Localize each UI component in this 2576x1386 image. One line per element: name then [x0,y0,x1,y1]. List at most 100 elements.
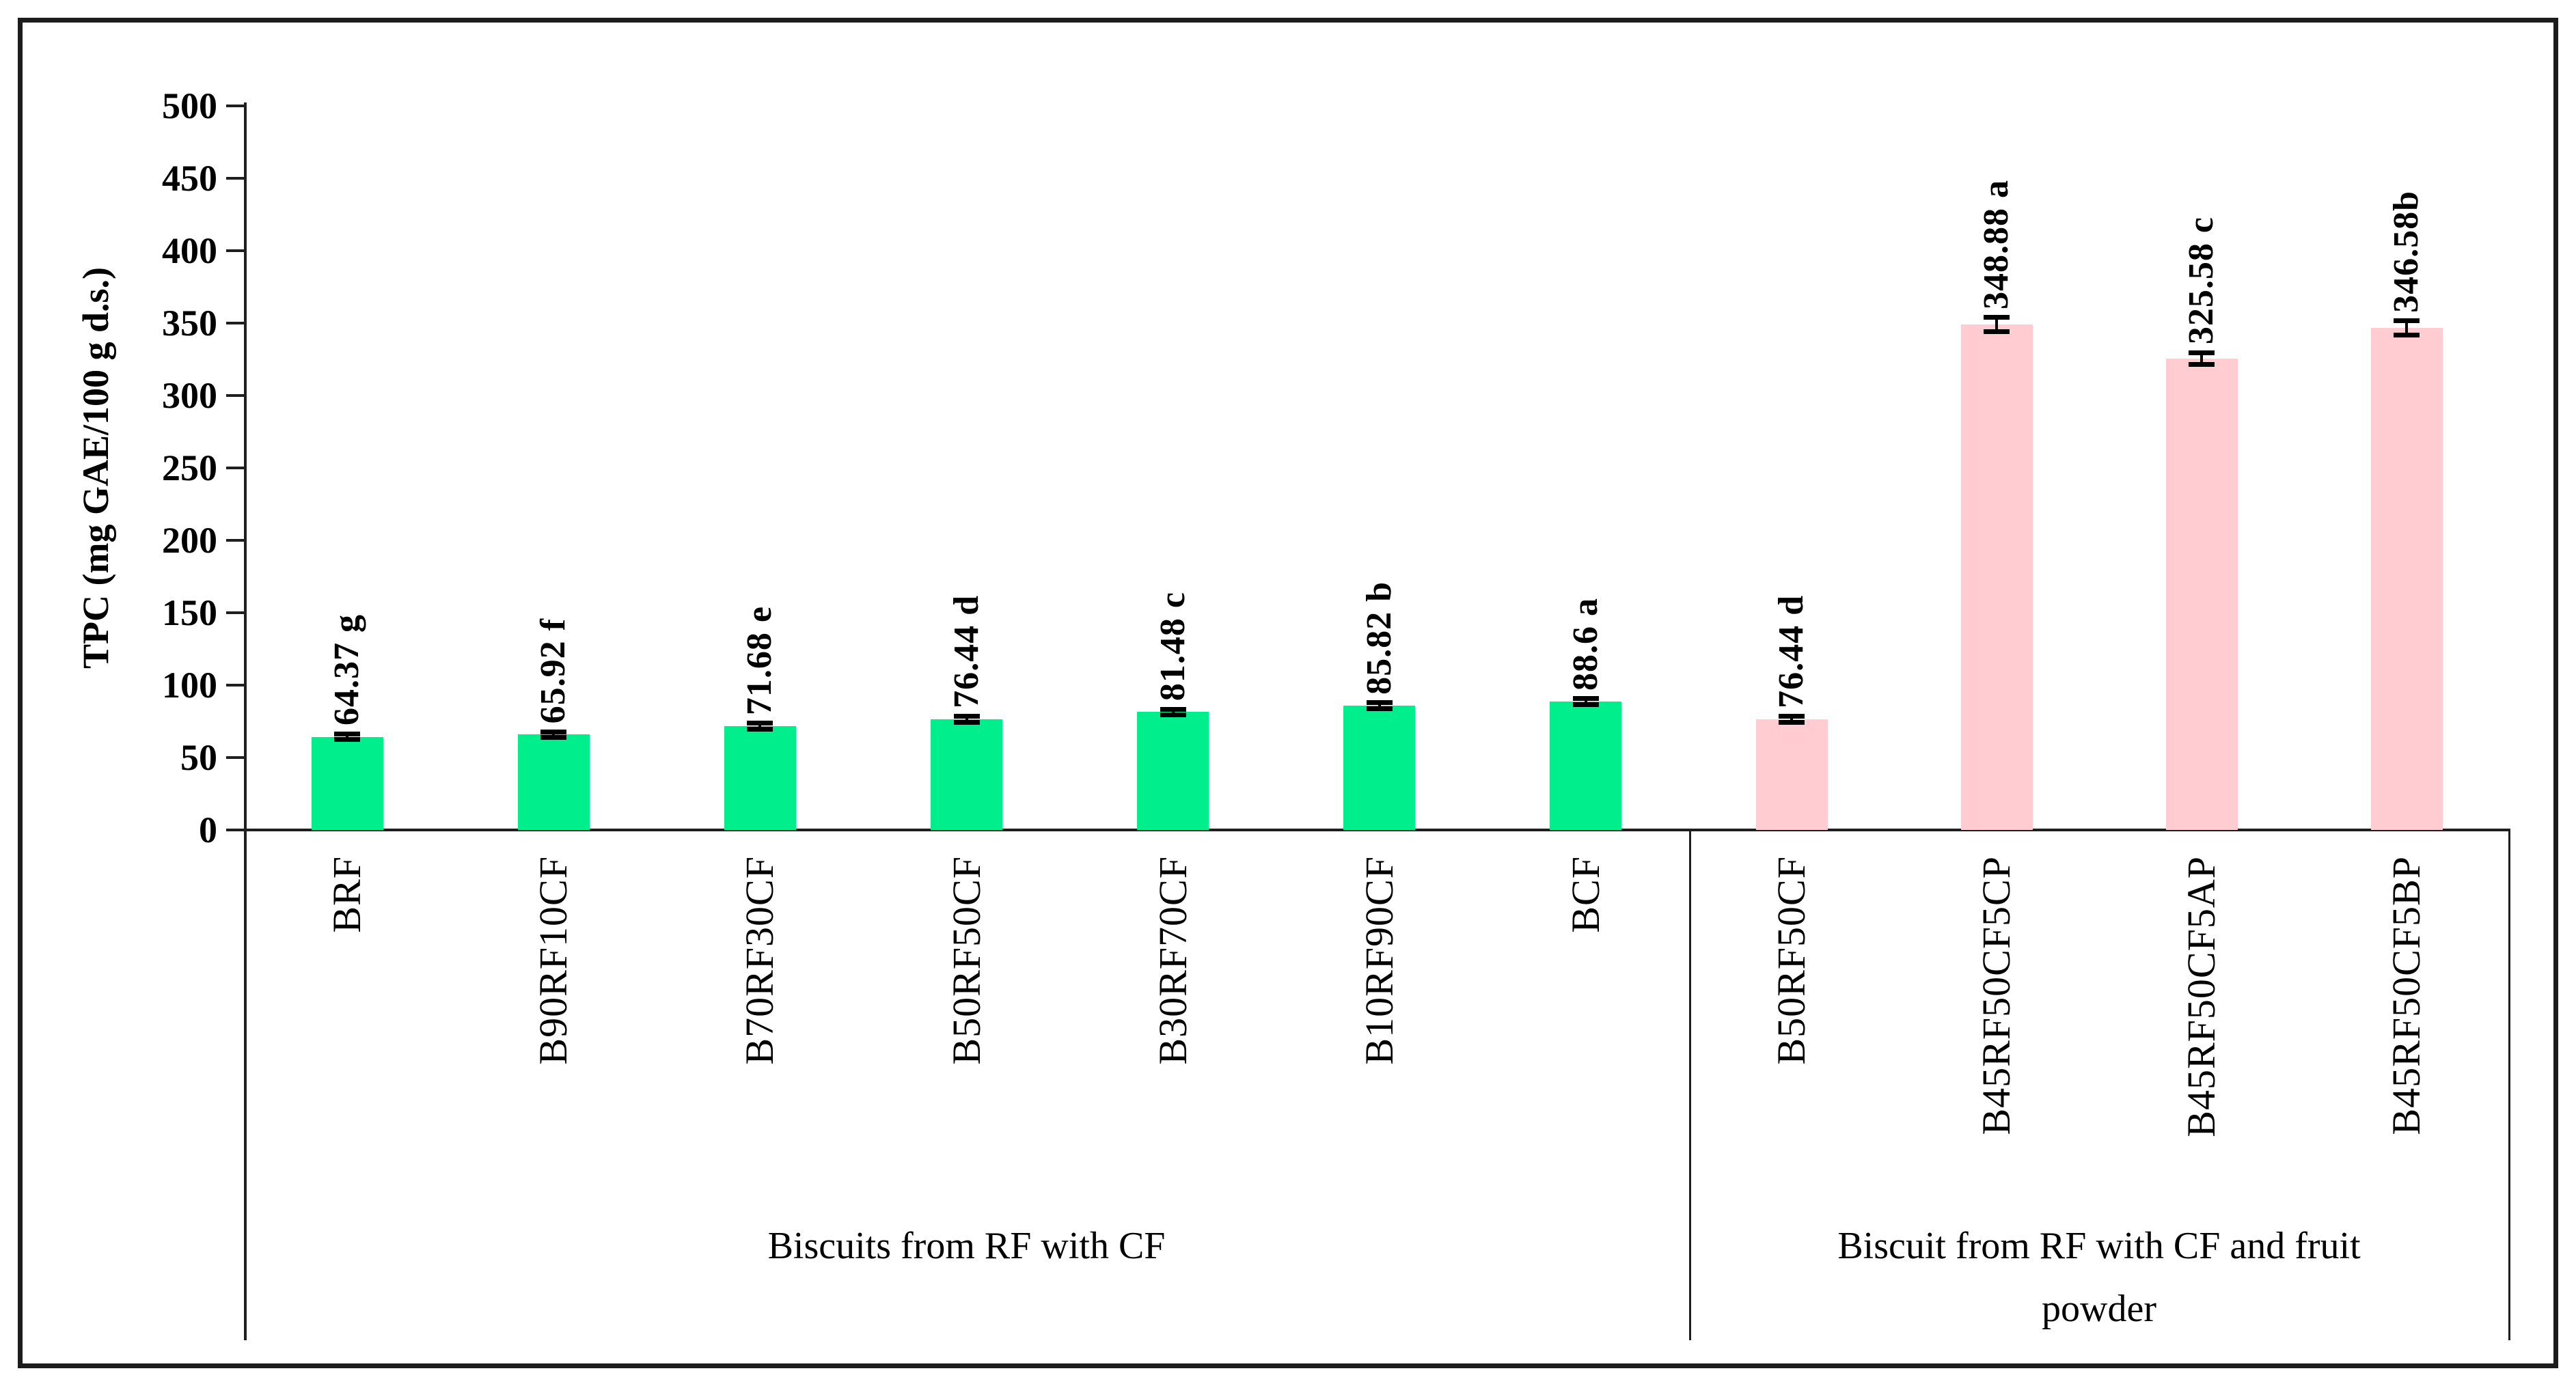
error-bar-cap [1160,712,1186,717]
error-bar-cap [334,737,361,743]
value-label: 71.68 e [740,605,780,715]
y-tick-label: 450 [162,158,217,199]
error-bar [1378,702,1381,709]
category-label: BCF [1563,856,1608,933]
x-axis-line [244,829,2510,831]
group-label-line: Biscuits from RF with CF [767,1225,1166,1267]
error-bar-cap [1366,700,1393,706]
y-tick [226,177,244,180]
value-label: 64.37 g [327,614,367,726]
value-label: 348.88 a [1977,179,2016,309]
y-tick-label: 500 [162,85,217,126]
value-label: 85.82 b [1359,581,1399,695]
error-bar-cap [2394,318,2420,324]
error-bar-cap [1160,706,1186,712]
bar [517,734,590,830]
error-bar [1995,317,1998,332]
error-bar [2200,352,2203,365]
bar [1960,324,2033,830]
error-bar-cap [540,734,567,740]
bar [1137,712,1209,830]
error-bar-cap [2189,350,2215,355]
y-tick-label: 350 [162,303,217,344]
y-tick [226,684,244,687]
bar [1343,706,1416,830]
group-label: Biscuits from RF with CF [557,1215,1377,1277]
category-label: B50RF50CF [1769,856,1813,1065]
y-tick [226,322,244,324]
error-bar [552,732,556,738]
category-label: B45RF50CF5AP [2179,856,2223,1137]
bar [2165,358,2238,830]
bar [931,719,1002,830]
bar [1550,702,1622,830]
category-label: B45RF50CF5BP [2384,856,2428,1135]
error-bar-cap [1779,714,1805,719]
y-tick [226,539,244,542]
y-tick-label: 200 [162,520,217,561]
error-bar [346,734,349,740]
value-label: 325.58 c [2182,217,2221,345]
error-bar-cap [2394,333,2420,338]
value-label: 346.58b [2387,190,2426,313]
bar [724,726,796,830]
group-label-line: Biscuit from RF with CF and fruit [1837,1225,2361,1267]
error-bar-cap [1984,329,2010,335]
figure-border [18,18,2558,1368]
value-label: 65.92 f [534,618,573,724]
group-label: Biscuit from RF with CF and fruit powder [1689,1215,2509,1340]
error-bar [2405,320,2408,335]
category-label: BRF [325,856,370,933]
y-tick [226,249,244,252]
category-label: B70RF30CF [737,856,782,1065]
group-divider-line [1689,830,1691,1340]
error-bar-cap [1779,719,1805,725]
error-bar [1584,698,1587,705]
y-axis-title: TPC (mg GAE/100 g d.s.) [75,266,116,669]
error-bar-cap [953,714,980,719]
error-bar-cap [953,719,980,725]
error-bar-cap [1572,696,1599,702]
error-bar-cap [1572,702,1599,707]
y-tick [226,611,244,614]
y-tick [226,756,244,759]
y-tick [226,394,244,397]
y-axis-line [244,102,247,1340]
y-tick-label: 150 [162,592,217,633]
bar [311,736,383,830]
y-tick-label: 250 [162,447,217,488]
error-bar-cap [747,726,773,732]
y-tick-label: 100 [162,665,217,706]
value-label: 81.48 c [1153,591,1192,702]
y-tick [226,105,244,107]
category-label: B30RF70CF [1150,856,1195,1065]
bar [2370,328,2443,830]
error-bar-cap [1984,315,2010,320]
y-tick [226,829,244,831]
error-bar-cap [2189,361,2215,367]
category-label: B10RF90CF [1356,856,1401,1065]
axis-end-line [2508,830,2510,1340]
category-label: B45RF50CF5CP [1974,856,2018,1135]
value-label: 76.44 d [946,594,986,708]
y-tick [226,467,244,469]
error-bar-cap [1366,706,1393,711]
bar [1755,719,1828,830]
value-label: 76.44 d [1772,594,1811,708]
y-tick-label: 50 [180,737,217,778]
y-tick-label: 0 [199,809,217,850]
value-label: 88.6 a [1565,597,1605,691]
y-tick-label: 400 [162,230,217,271]
error-bar-cap [334,731,361,736]
error-bar [758,723,762,730]
category-label: B90RF10CF [531,856,576,1065]
error-bar [965,716,968,723]
error-bar-cap [747,721,773,726]
error-bar [1171,709,1175,715]
category-label: B50RF50CF [944,856,989,1065]
error-bar [1790,716,1793,723]
error-bar-cap [540,729,567,734]
y-tick-label: 300 [162,375,217,416]
group-label-line: powder [2042,1288,2156,1330]
